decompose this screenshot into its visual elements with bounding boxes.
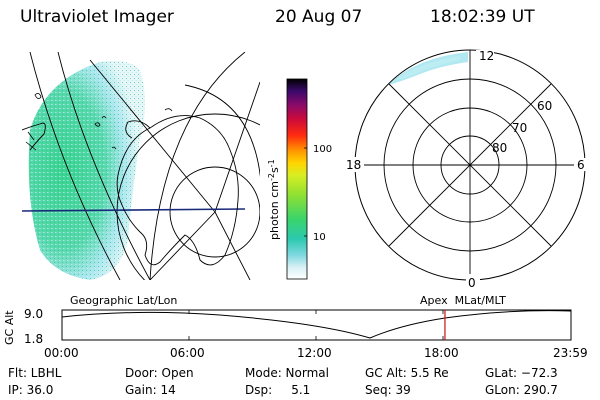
door-info: Door: Open: [125, 366, 194, 380]
altitude-tick-high: 9.0: [24, 307, 44, 321]
altitude-curve: [61, 310, 572, 339]
gc-alt-info: GC Alt: 5.5 Re: [365, 366, 449, 380]
mlt-label-18: 18: [346, 158, 361, 172]
continent-outline: [116, 115, 239, 266]
mlt-label-6: 6: [577, 158, 585, 172]
instrument-title: Ultraviolet Imager: [20, 7, 174, 27]
polar-plot: 12 18 6 0 60 70 80: [338, 49, 586, 290]
mlt-label-0: 0: [468, 276, 476, 290]
color-scale: 100 10 photon cm-2s-1: [267, 78, 332, 280]
mlt-label-12: 12: [479, 49, 494, 63]
gain-info: Gain: 14: [125, 383, 176, 397]
mode-info: Mode: Normal: [245, 366, 329, 380]
mlat-label-80: 80: [492, 141, 507, 155]
mlat-label-60: 60: [537, 99, 552, 113]
date-label: 20 Aug 07: [275, 7, 363, 27]
geographic-panel-label: Geographic Lat/Lon: [70, 294, 178, 307]
time-tick-1800: 18:00: [424, 346, 459, 360]
seq-info: Seq: 39: [365, 383, 411, 397]
mlat-label-70: 70: [512, 121, 527, 135]
geographic-map: [22, 52, 260, 280]
dsp-info: Dsp: 5.1: [245, 383, 311, 397]
time-tick-0000: 00:00: [44, 346, 79, 360]
apex-panel-label: Apex MLat/MLT: [420, 294, 506, 307]
time-tick-0600: 06:00: [170, 346, 205, 360]
flt-info: Flt: LBHL: [8, 366, 62, 380]
colorbar-tick-100: 100: [313, 144, 332, 155]
time-label: 18:02:39 UT: [430, 7, 535, 27]
glon-info: GLon: 290.7: [485, 383, 558, 397]
time-tick-1200: 12:00: [297, 346, 332, 360]
time-tick-2359: 23:59: [553, 346, 588, 360]
glat-info: GLat: −72.3: [485, 366, 558, 380]
colorbar-tick-10: 10: [313, 232, 326, 243]
colorbar-unit-label: photon cm-2s-1: [267, 159, 281, 240]
altitude-timeline: [61, 309, 572, 341]
altitude-axis-label: GC Alt: [3, 310, 16, 345]
altitude-tick-low: 1.8: [24, 332, 44, 346]
ip-info: IP: 36.0: [8, 383, 54, 397]
